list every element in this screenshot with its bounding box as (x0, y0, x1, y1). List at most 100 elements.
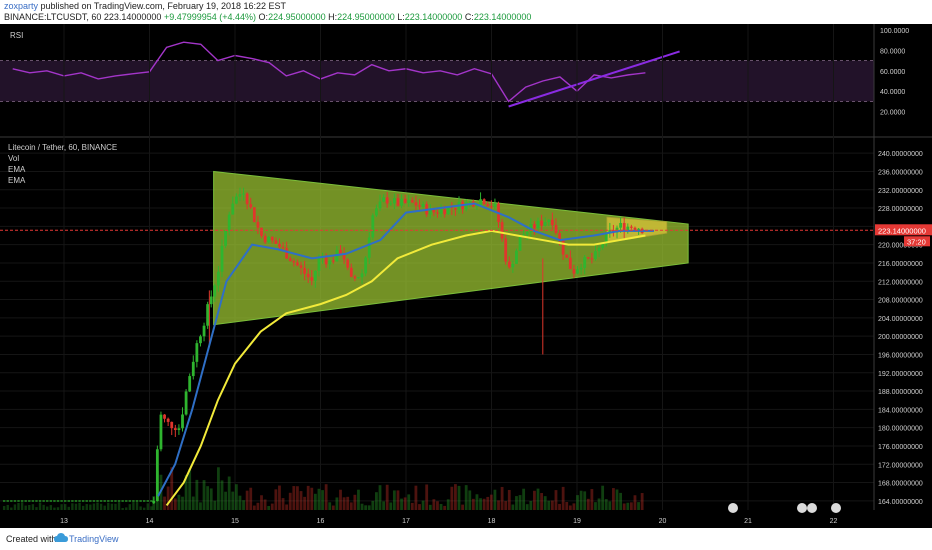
candle-body (346, 259, 350, 268)
triangle-pattern[interactable] (213, 170, 689, 326)
volume-bar (586, 498, 590, 510)
time-axis[interactable]: 13 14 15 16 17 18 19 20 21 22 (60, 518, 837, 525)
candle-body (60, 500, 63, 502)
volume-bar (38, 502, 42, 510)
volume-bar (121, 507, 124, 510)
candle-body (357, 277, 360, 279)
candle-body (139, 500, 142, 502)
published-text: published on TradingView.com, February 1… (38, 1, 287, 11)
candle-body (67, 500, 70, 502)
event-icons[interactable] (728, 503, 841, 513)
volume-bar (213, 500, 217, 510)
candle-body (188, 376, 192, 392)
volume-bar (450, 486, 454, 510)
time-tick-label: 17 (402, 518, 410, 525)
candle-body (629, 226, 633, 228)
volume-bar (414, 485, 418, 510)
volume-bar (150, 506, 153, 510)
candle-body (446, 206, 450, 215)
volume-bar (626, 502, 630, 510)
volume-bar (421, 500, 425, 510)
candle-body (407, 200, 411, 203)
candle-body (518, 237, 522, 251)
candle-body (281, 246, 285, 249)
rsi-plot (0, 41, 874, 108)
volume-bar (42, 504, 45, 510)
volume-bar (74, 503, 78, 510)
candle-body (622, 222, 626, 231)
volume-bar (321, 490, 324, 510)
candle-body (199, 336, 202, 344)
volume-bar (206, 486, 210, 510)
event-flag-icon[interactable] (728, 503, 738, 513)
candle-body (353, 276, 357, 279)
candle-body (475, 204, 479, 207)
candle-body (121, 500, 124, 502)
candle-body (191, 361, 195, 377)
high-value: 224.95000000 (337, 12, 395, 22)
volume-bar (418, 504, 421, 510)
candle-body (371, 215, 375, 238)
candle-body (242, 193, 245, 195)
candle-body (146, 500, 149, 502)
chart-area[interactable]: RSI 100.0000 80.0000 60.0000 40.0000 20.0000… (0, 24, 932, 528)
volume-bar (443, 505, 447, 510)
volume-bar (89, 504, 92, 510)
tradingview-brand-link[interactable]: TradingView (69, 534, 119, 544)
volume-bars (2, 467, 644, 510)
volume-bar (263, 499, 267, 510)
chart-svg[interactable]: RSI 100.0000 80.0000 60.0000 40.0000 20.0000… (0, 24, 932, 528)
volume-bar (511, 504, 515, 510)
volume-bar (28, 504, 31, 510)
price-axis[interactable]: 240.00000000 236.00000000 232.00000000 228.… (878, 151, 923, 506)
volume-bar (543, 496, 547, 510)
candle-body (633, 227, 637, 230)
candle-body (92, 500, 96, 502)
volume-bar (125, 507, 128, 510)
volume-bar (10, 507, 13, 510)
author-link[interactable]: zoxparty (4, 1, 39, 11)
candle-body (543, 222, 547, 226)
candle-body (454, 207, 457, 210)
price-panel[interactable]: 240.00000000 236.00000000 232.00000000 228.… (0, 24, 932, 513)
event-flag-icon[interactable] (831, 503, 841, 513)
candle-body (20, 500, 24, 502)
volume-bar (525, 504, 529, 510)
volume-bar (479, 498, 482, 510)
volume-bar (640, 493, 644, 510)
volume-bar (31, 504, 35, 510)
candle-body (392, 198, 396, 204)
candle-body (594, 251, 597, 260)
volume-bar (2, 506, 6, 510)
volume-bar (132, 502, 135, 510)
triangle-shape[interactable] (213, 170, 689, 326)
price-tick-label: 196.00000000 (878, 352, 923, 359)
candle-body (432, 208, 436, 213)
volume-bar (439, 503, 443, 510)
ema-lines (157, 202, 654, 507)
volume-bar (163, 496, 166, 510)
candle-body (550, 219, 554, 226)
volume-bar (629, 502, 633, 510)
volume-bar (500, 486, 504, 510)
rsi-axis[interactable]: 100.0000 80.0000 60.0000 40.0000 20.0000 (880, 28, 909, 117)
rsi-line (12, 41, 646, 103)
volume-bar (403, 497, 407, 510)
candle-body (561, 239, 565, 255)
volume-bar (24, 505, 27, 510)
rsi-panel[interactable]: RSI 100.0000 80.0000 60.0000 40.0000 20.0000 (0, 28, 909, 117)
volume-bar (170, 467, 174, 510)
volume-bar (604, 499, 608, 510)
candle-body (489, 206, 493, 208)
event-flag-icon[interactable] (807, 503, 817, 513)
candle-body (114, 500, 117, 502)
candle-body (292, 261, 296, 263)
candle-body (568, 257, 572, 270)
volume-bar (583, 491, 587, 510)
volume-bar (217, 467, 220, 510)
candle-body (317, 257, 321, 271)
volume-bar (173, 498, 177, 510)
candle-body (170, 421, 174, 429)
volume-bar (274, 489, 278, 510)
event-flag-icon[interactable] (797, 503, 807, 513)
